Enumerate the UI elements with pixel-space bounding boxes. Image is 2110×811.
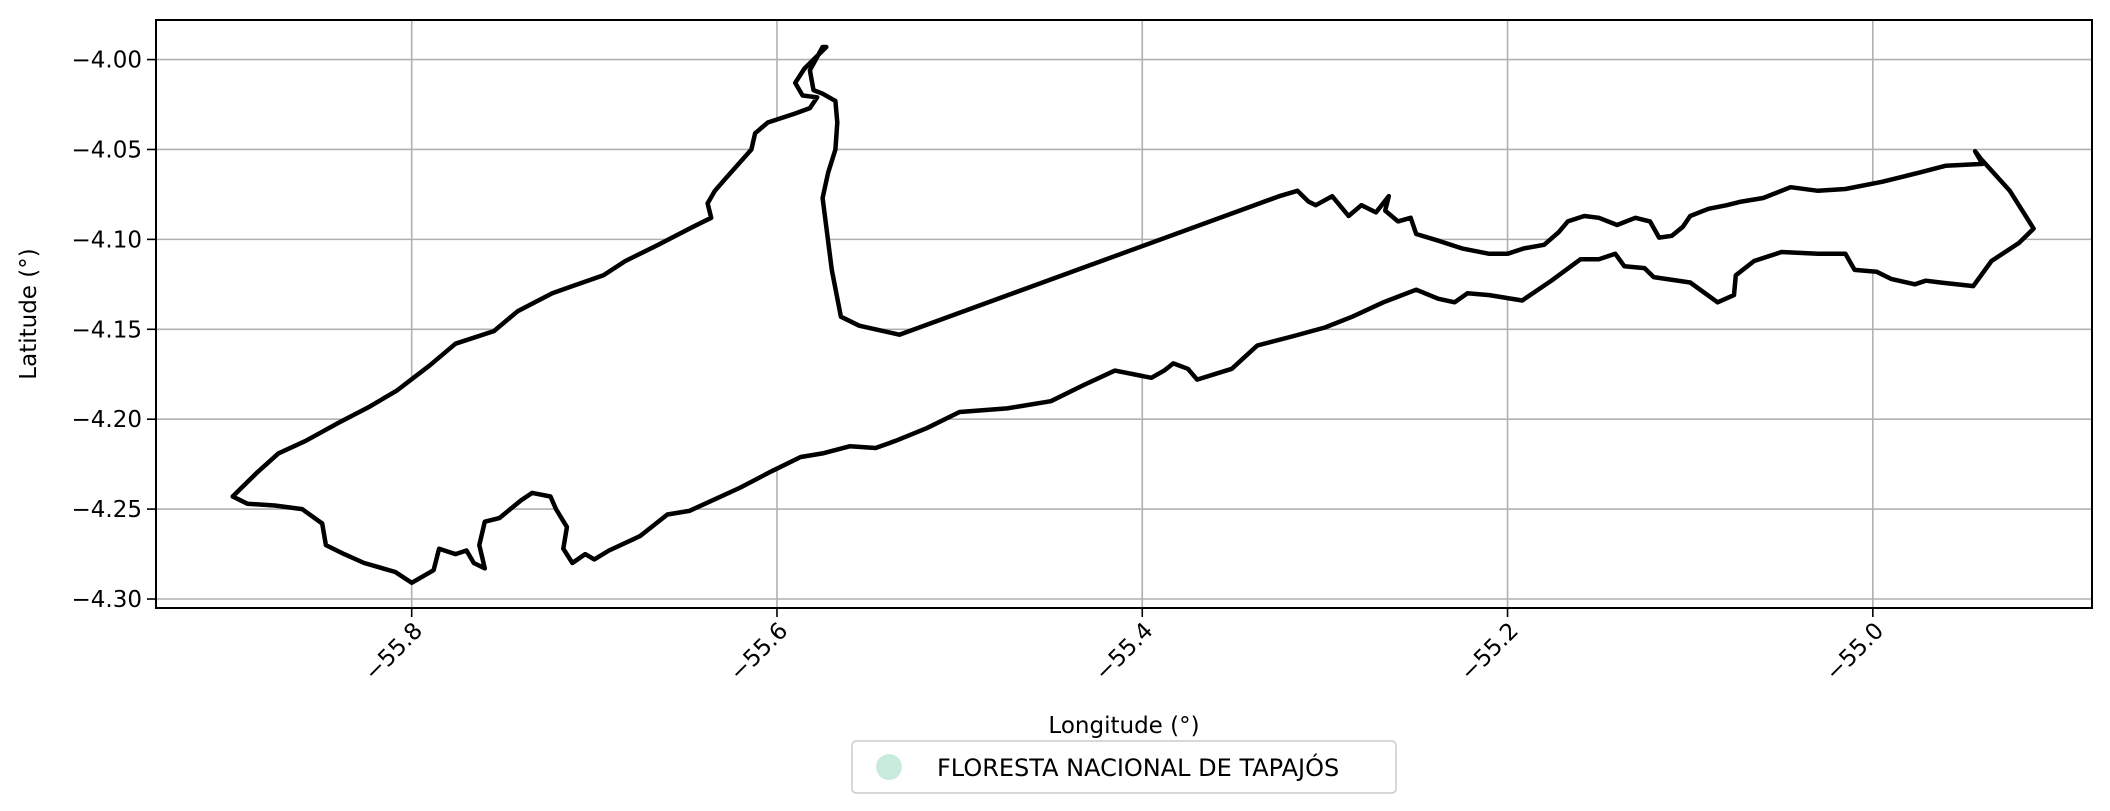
x-axis-label: Longitude (°)	[1048, 713, 1199, 739]
y-tick-label: −4.05	[72, 137, 142, 163]
legend: FLORESTA NACIONAL DE TAPAJÓS	[851, 740, 1397, 794]
axes-frame	[155, 19, 2093, 609]
x-tick-label: −55.6	[725, 618, 793, 686]
forest-boundary	[230, 44, 2036, 586]
x-tick-label: −55.2	[1456, 618, 1524, 686]
x-tick-label: −55.0	[1821, 618, 1889, 686]
y-tick-label: −4.15	[72, 317, 142, 343]
y-tick-label: −4.20	[72, 407, 142, 433]
y-axis: −4.00 −4.05 −4.10 −4.15 −4.20 −4.25 −4.30	[72, 48, 156, 613]
y-axis-label: Latitude (°)	[16, 248, 42, 379]
y-tick-label: −4.25	[72, 497, 142, 523]
legend-label: FLORESTA NACIONAL DE TAPAJÓS	[937, 752, 1339, 782]
x-tick-label: −55.4	[1090, 618, 1158, 686]
x-tick-label: −55.8	[360, 618, 428, 686]
y-tick-label: −4.00	[72, 48, 142, 74]
legend-marker	[876, 754, 902, 780]
x-axis: −55.8 −55.6 −55.4 −55.2 −55.0	[360, 608, 1889, 686]
y-tick-label: −4.10	[72, 227, 142, 253]
legend-frame	[851, 740, 1397, 794]
y-tick-label: −4.30	[72, 587, 142, 613]
